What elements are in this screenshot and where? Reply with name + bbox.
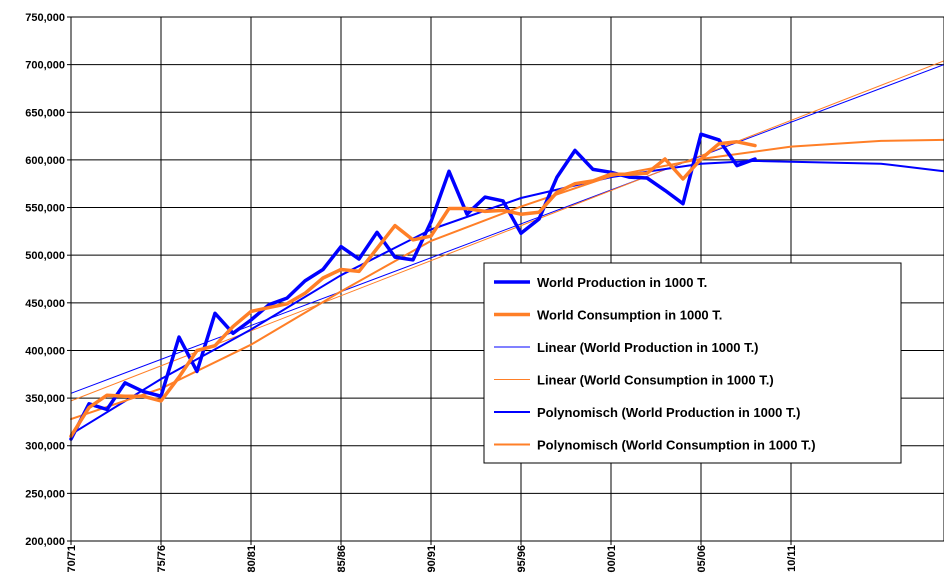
x-tick-label: 75/76 <box>156 545 168 573</box>
x-tick-label: 90/91 <box>426 545 438 573</box>
legend-label: Polynomisch (World Consumption in 1000 T… <box>537 438 816 453</box>
y-tick-label: 650,000 <box>25 107 65 119</box>
plot-area-border <box>70 16 944 542</box>
y-tick-label: 600,000 <box>25 155 65 167</box>
y-tick-label: 250,000 <box>25 488 65 500</box>
x-tick-label: 95/96 <box>516 545 528 573</box>
series-line-0 <box>69 132 757 441</box>
y-tick-label: 300,000 <box>25 441 65 453</box>
series-lines <box>69 60 944 441</box>
legend-label: Linear (World Consumption in 1000 T.) <box>537 373 774 388</box>
series-line-1 <box>69 140 757 438</box>
y-tick-label: 750,000 <box>25 12 65 24</box>
x-axis-ticks: 70/71 75/76 80/81 85/86 90/91 95/96 00/01 05/06… <box>66 541 798 573</box>
legend-box <box>483 262 902 464</box>
legend-label: World Production in 1000 T. <box>537 275 707 290</box>
y-tick-label: 450,000 <box>25 298 65 310</box>
series-line-2 <box>70 64 944 394</box>
y-tick-label: 550,000 <box>25 203 65 215</box>
y-tick-label: 400,000 <box>25 345 65 357</box>
y-axis-ticks: 200,000 250,000 300,000 350,000 400,000 450,0… <box>25 12 71 548</box>
y-tick-label: 500,000 <box>25 250 65 262</box>
y-tick-label: 700,000 <box>25 60 65 72</box>
y-tick-label: 350,000 <box>25 393 65 405</box>
x-tick-label: 10/11 <box>786 545 798 572</box>
x-tick-label: 80/81 <box>246 545 258 573</box>
y-tick-label: 200,000 <box>25 536 65 548</box>
legend-label: Linear (World Production in 1000 T.) <box>537 340 759 355</box>
legend: World Production in 1000 T. World Consump… <box>483 262 902 464</box>
x-tick-label: 70/71 <box>66 545 78 573</box>
series-line-5 <box>70 138 944 421</box>
x-tick-label: 05/06 <box>696 545 708 573</box>
legend-label: Polynomisch (World Production in 1000 T.… <box>537 405 800 420</box>
x-tick-label: 00/01 <box>606 545 618 573</box>
legend-label: World Consumption in 1000 T. <box>537 308 722 323</box>
x-tick-label: 85/86 <box>336 545 348 573</box>
